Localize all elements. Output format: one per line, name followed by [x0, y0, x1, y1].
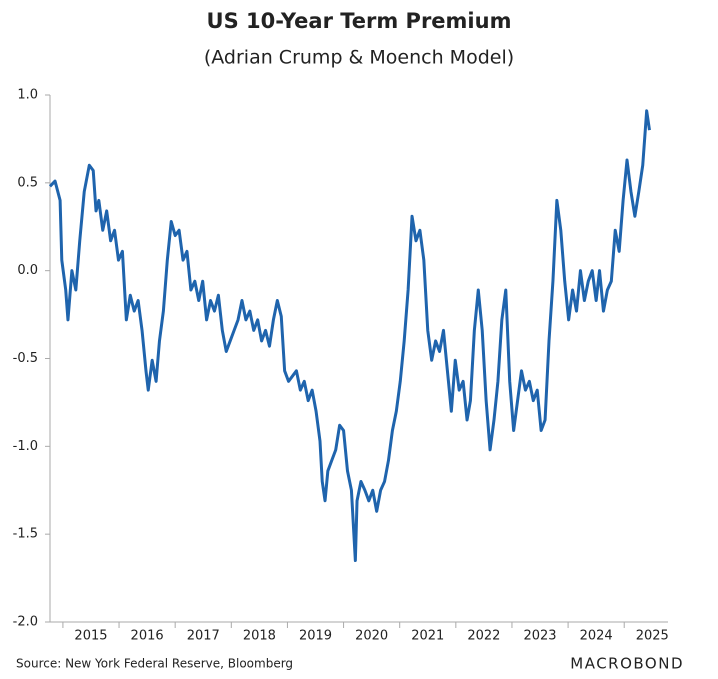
x-tick-label: 2018 [243, 629, 276, 644]
x-tick-label: 2025 [636, 629, 669, 644]
x-tick-label: 2015 [74, 629, 107, 644]
data-line [48, 109, 651, 563]
y-tick-label: -0.5 [13, 351, 38, 366]
source: Source: New York Federal Reserve, Bloomb… [16, 657, 293, 671]
y-tick-label: 0.5 [17, 175, 38, 190]
x-tick-label: 2019 [299, 629, 332, 644]
x-tick-label: 2024 [580, 629, 613, 644]
y-tick-label: -1.5 [13, 527, 38, 542]
brand: MACROBOND [570, 655, 684, 673]
chart-subtitle: (Adrian Crump & Moench Model) [204, 47, 514, 69]
y-tick-label: -2.0 [13, 615, 38, 630]
chart-title: US 10-Year Term Premium [207, 9, 512, 33]
x-tick-label: 2016 [131, 629, 164, 644]
x-tick-label: 2023 [523, 629, 556, 644]
x-tick-label: 2017 [187, 629, 220, 644]
x-tick-label: 2021 [411, 629, 444, 644]
x-tick-label: 2020 [355, 629, 388, 644]
x-tick-label: 2022 [467, 629, 500, 644]
y-tick-label: 0.0 [17, 263, 38, 278]
y-tick-label: -1.0 [13, 439, 38, 454]
y-tick-label: 1.0 [17, 88, 38, 103]
